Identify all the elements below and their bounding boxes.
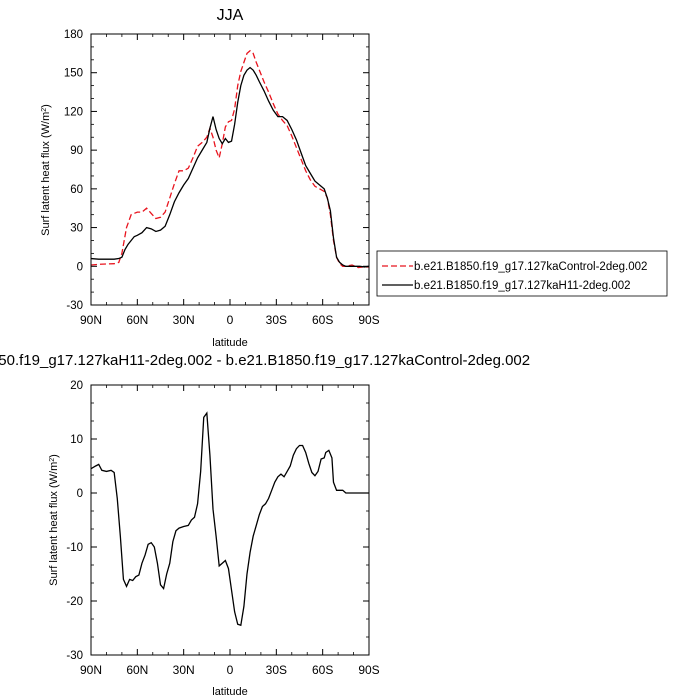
top-x-axis-label: latitude xyxy=(212,337,247,349)
bottom-x-tick-label: 30S xyxy=(266,663,287,677)
top-x-tick-label: 30N xyxy=(173,313,195,327)
bottom-x-tick-label: 30N xyxy=(173,663,195,677)
bottom-x-axis-label: latitude xyxy=(212,686,247,698)
top-x-tick-label: 90S xyxy=(358,313,379,327)
bottom-difference-line xyxy=(91,411,369,627)
top-x-axis: 90N 60N 30N 0 30S 60S 90S xyxy=(80,34,380,327)
top-y-tick-label: 90 xyxy=(70,145,83,157)
top-y-tick-label: 0 xyxy=(77,261,83,273)
bottom-y-tick-label: 10 xyxy=(70,434,83,446)
bottom-y-tick-label: -10 xyxy=(66,542,83,554)
top-x-tick-label: 60S xyxy=(312,313,333,327)
top-y-tick-label: 60 xyxy=(70,184,83,196)
bottom-y-tick-label: 20 xyxy=(70,380,83,392)
top-panel: JJA -30 0 30 60 90 120 150 180 90N 60N 30N 0 30S 60S… xyxy=(40,7,668,349)
bottom-panel: b.e21.B1850.f19_g17.127kaH11-2deg.002 - … xyxy=(0,352,530,698)
top-chart-title: JJA xyxy=(217,7,244,24)
bottom-y-tick-label: -30 xyxy=(66,650,83,662)
top-lines xyxy=(91,49,369,269)
top-series-line-control xyxy=(91,49,369,269)
top-y-tick-label: 120 xyxy=(64,106,83,118)
top-plot-frame xyxy=(90,33,370,306)
legend: b.e21.B1850.f19_g17.127kaControl-2deg.00… xyxy=(376,250,668,297)
top-y-axis-label: Surf latent heat flux (W/m2) xyxy=(40,104,52,236)
legend-label-h11: b.e21.B1850.f19_g17.127kaH11-2deg.002 xyxy=(414,280,631,292)
top-y-tick-label: 30 xyxy=(70,223,83,235)
bottom-plot-frame xyxy=(90,384,370,656)
top-y-axis: -30 0 30 60 90 120 150 180 xyxy=(64,29,369,312)
top-x-tick-label: 0 xyxy=(227,313,234,327)
legend-box xyxy=(376,250,668,297)
top-y-tick-label: -30 xyxy=(66,300,83,312)
top-y-tick-label: 180 xyxy=(64,29,83,41)
bottom-y-axis-label: Surf latent heat flux (W/m2) xyxy=(48,454,60,586)
top-x-tick-label: 60N xyxy=(126,313,148,327)
legend-entry-control: b.e21.B1850.f19_g17.127kaControl-2deg.00… xyxy=(382,261,647,273)
bottom-x-tick-label: 60N xyxy=(126,663,148,677)
top-y-tick-label: 150 xyxy=(64,68,83,80)
bottom-x-tick-label: 90S xyxy=(358,663,379,677)
legend-entry-h11: b.e21.B1850.f19_g17.127kaH11-2deg.002 xyxy=(382,280,631,292)
legend-label-control: b.e21.B1850.f19_g17.127kaControl-2deg.00… xyxy=(414,261,647,273)
top-x-tick-label: 30S xyxy=(266,313,287,327)
bottom-lines xyxy=(91,411,369,627)
bottom-x-tick-label: 0 xyxy=(227,663,234,677)
bottom-y-tick-label: 0 xyxy=(77,488,83,500)
bottom-x-tick-label: 60S xyxy=(312,663,333,677)
top-x-tick-label: 90N xyxy=(80,313,102,327)
bottom-y-tick-label: -20 xyxy=(66,596,83,608)
bottom-x-axis: 90N 60N 30N 0 30S 60S 90S xyxy=(80,385,380,677)
bottom-y-axis: -30 -20 -10 0 10 20 xyxy=(66,380,369,662)
bottom-chart-title: b.e21.B1850.f19_g17.127kaH11-2deg.002 - … xyxy=(0,352,530,369)
bottom-x-tick-label: 90N xyxy=(80,663,102,677)
top-series-line-h11 xyxy=(91,66,369,268)
